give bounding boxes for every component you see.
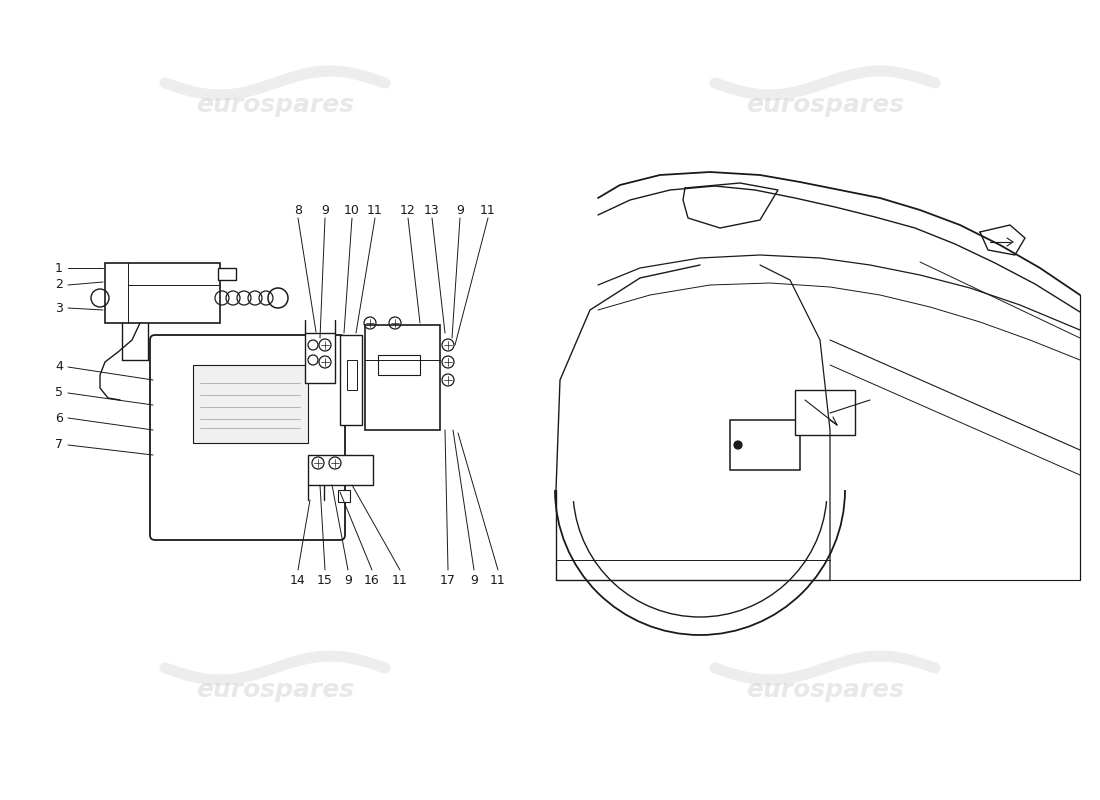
Text: 11: 11 [491, 574, 506, 586]
Text: 1: 1 [55, 262, 63, 274]
Circle shape [734, 441, 742, 449]
Text: 8: 8 [294, 203, 302, 217]
Bar [308, 455, 373, 485]
Text: 11: 11 [367, 203, 383, 217]
Text: 9: 9 [344, 574, 352, 586]
Bar [192, 365, 308, 443]
Text: 11: 11 [480, 203, 496, 217]
Text: 15: 15 [317, 574, 333, 586]
Bar [378, 355, 420, 375]
Text: 3: 3 [55, 302, 63, 314]
Text: 11: 11 [392, 574, 408, 586]
Bar [340, 335, 362, 425]
Text: 6: 6 [55, 411, 63, 425]
Text: 9: 9 [470, 574, 477, 586]
Text: eurospares: eurospares [196, 93, 354, 117]
Text: 5: 5 [55, 386, 63, 399]
Text: eurospares: eurospares [746, 93, 904, 117]
Text: 17: 17 [440, 574, 455, 586]
Bar [730, 420, 800, 470]
Bar [218, 268, 236, 280]
Text: eurospares: eurospares [746, 678, 904, 702]
Bar [305, 333, 336, 383]
Bar [346, 360, 358, 390]
Text: 4: 4 [55, 361, 63, 374]
Text: 14: 14 [290, 574, 306, 586]
Bar [365, 325, 440, 430]
Bar [338, 490, 350, 502]
Bar [795, 390, 855, 435]
Text: 2: 2 [55, 278, 63, 291]
Text: 9: 9 [321, 203, 329, 217]
Text: 7: 7 [55, 438, 63, 451]
Text: 12: 12 [400, 203, 416, 217]
Text: 16: 16 [364, 574, 380, 586]
Text: 9: 9 [456, 203, 464, 217]
Text: eurospares: eurospares [196, 678, 354, 702]
Bar [104, 263, 220, 323]
FancyBboxPatch shape [150, 335, 345, 540]
Text: 10: 10 [344, 203, 360, 217]
Text: 13: 13 [425, 203, 440, 217]
